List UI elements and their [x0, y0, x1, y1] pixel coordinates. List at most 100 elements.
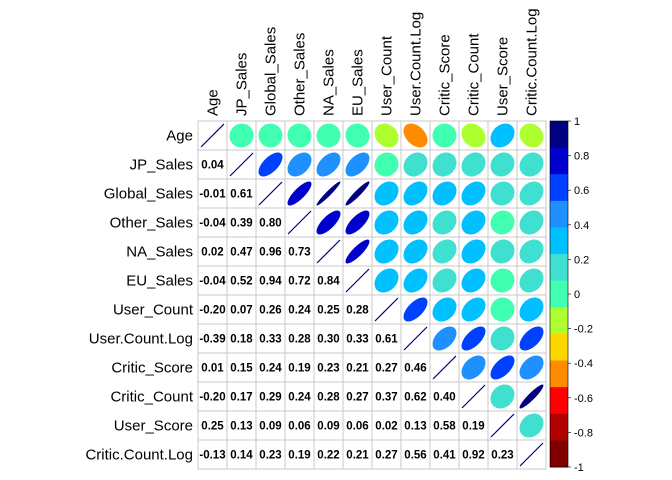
corr-value: 0.15 — [230, 363, 253, 375]
corr-value: 0.09 — [259, 421, 281, 433]
colorbar-segment — [550, 280, 568, 308]
corr-value: 0.04 — [201, 160, 224, 172]
corr-value: 0.27 — [375, 363, 397, 375]
corr-ellipse — [461, 268, 486, 293]
corr-value: 0.21 — [346, 363, 369, 375]
corr-value: 0.23 — [491, 450, 513, 462]
corr-value: 0.94 — [259, 276, 282, 288]
corr-ellipse — [519, 355, 544, 380]
colorbar-segment — [550, 440, 568, 468]
corr-value: 0.80 — [259, 218, 281, 230]
row-label: User_Score — [114, 418, 193, 435]
corr-ellipse — [374, 210, 399, 235]
colorbar-tick-label: 0.4 — [574, 220, 589, 232]
corr-ellipse — [287, 152, 312, 177]
corr-ellipse — [403, 239, 428, 264]
diagonal-mark — [461, 384, 486, 409]
corr-value: 0.73 — [288, 247, 310, 259]
corr-ellipse — [403, 123, 428, 148]
colorbar-segment — [550, 360, 568, 388]
corr-ellipse — [403, 268, 428, 293]
corr-value: 0.84 — [317, 276, 340, 288]
corr-ellipse — [374, 152, 399, 177]
corr-value: -0.04 — [199, 276, 226, 288]
corr-ellipse — [403, 210, 428, 235]
corr-ellipse — [490, 210, 515, 235]
corr-ellipse — [258, 123, 283, 148]
corr-value: 0.29 — [259, 392, 281, 404]
diagonal-mark — [490, 413, 515, 438]
corr-ellipse — [519, 413, 544, 438]
corr-ellipse — [345, 239, 370, 264]
corr-value: 0.28 — [346, 305, 369, 317]
diagonal-mark — [345, 268, 370, 293]
corr-ellipse — [490, 123, 515, 148]
colorbar-segment — [550, 254, 568, 282]
column-label: User_Count — [379, 35, 396, 116]
corr-ellipse — [461, 181, 486, 206]
corr-value: 0.23 — [259, 450, 281, 462]
corr-ellipse — [432, 152, 457, 177]
corr-value: -0.20 — [199, 392, 225, 404]
colorbar: 1 0.8 0.6 0.4 0.2 0 -0.2 -0.4 -0.6 -0.8 -1 — [549, 116, 593, 474]
corr-ellipse — [461, 152, 486, 177]
colorbar-segment — [550, 200, 568, 228]
cells-layer: 0.04 -0.01 0.61 -0.04 0.39 0.80 0.02 0.47 0.96 0.… — [197, 120, 547, 470]
corr-value: 0.56 — [404, 450, 426, 462]
corr-value: 0.28 — [317, 392, 340, 404]
row-label: Critic.Count.Log — [85, 447, 193, 464]
corr-ellipse — [490, 181, 515, 206]
diagonal-mark — [229, 152, 254, 177]
corr-ellipse — [374, 239, 399, 264]
corr-value: 0.19 — [462, 421, 484, 433]
corr-value: 0.21 — [346, 450, 369, 462]
corr-value: 0.37 — [375, 392, 397, 404]
corr-value: -0.04 — [199, 218, 226, 230]
corr-value: 0.27 — [375, 450, 397, 462]
corr-ellipse — [519, 326, 544, 351]
corr-value: 0.46 — [404, 363, 426, 375]
corr-value: 0.01 — [201, 363, 224, 375]
corr-ellipse — [374, 268, 399, 293]
row-label: Global_Sales — [104, 186, 193, 203]
corr-value: 0.61 — [375, 334, 398, 346]
corr-value: 0.25 — [201, 421, 224, 433]
corr-ellipse — [490, 239, 515, 264]
corr-value: 0.22 — [317, 450, 339, 462]
column-label: User.Count.Log — [408, 12, 425, 116]
corr-ellipse — [490, 326, 515, 351]
corr-ellipse — [403, 297, 428, 322]
diagonal-mark — [432, 355, 457, 380]
row-label: Critic_Score — [111, 360, 193, 377]
corr-value: -0.01 — [199, 189, 226, 201]
corr-value: 0.41 — [433, 450, 456, 462]
corr-ellipse — [316, 210, 341, 235]
corr-ellipse — [519, 152, 544, 177]
corr-value: 0.14 — [230, 450, 253, 462]
corr-ellipse — [490, 268, 515, 293]
corr-value: 0.06 — [288, 421, 310, 433]
corr-ellipse — [345, 123, 370, 148]
corr-value: 0.30 — [317, 334, 339, 346]
corr-value: 0.19 — [288, 363, 310, 375]
colorbar-segment — [550, 387, 568, 415]
corr-ellipse — [490, 355, 515, 380]
corr-ellipse — [519, 181, 544, 206]
corr-value: 0.24 — [288, 392, 311, 404]
colorbar-tick-label: 0 — [574, 289, 580, 301]
corr-ellipse — [519, 123, 544, 148]
corr-ellipse — [461, 297, 486, 322]
corr-value: 0.26 — [259, 305, 281, 317]
corr-ellipse — [432, 297, 457, 322]
corr-value: 0.02 — [375, 421, 397, 433]
row-label: NA_Sales — [126, 244, 193, 261]
corr-value: 0.24 — [288, 305, 311, 317]
colorbar-segment — [550, 413, 568, 441]
corr-value: 0.61 — [230, 189, 253, 201]
column-label: EU_Sales — [350, 49, 367, 116]
corr-value: 0.52 — [230, 276, 252, 288]
corr-ellipse — [519, 297, 544, 322]
corr-ellipse — [258, 152, 283, 177]
corr-ellipse — [461, 210, 486, 235]
row-label: Critic_Count — [110, 389, 193, 406]
